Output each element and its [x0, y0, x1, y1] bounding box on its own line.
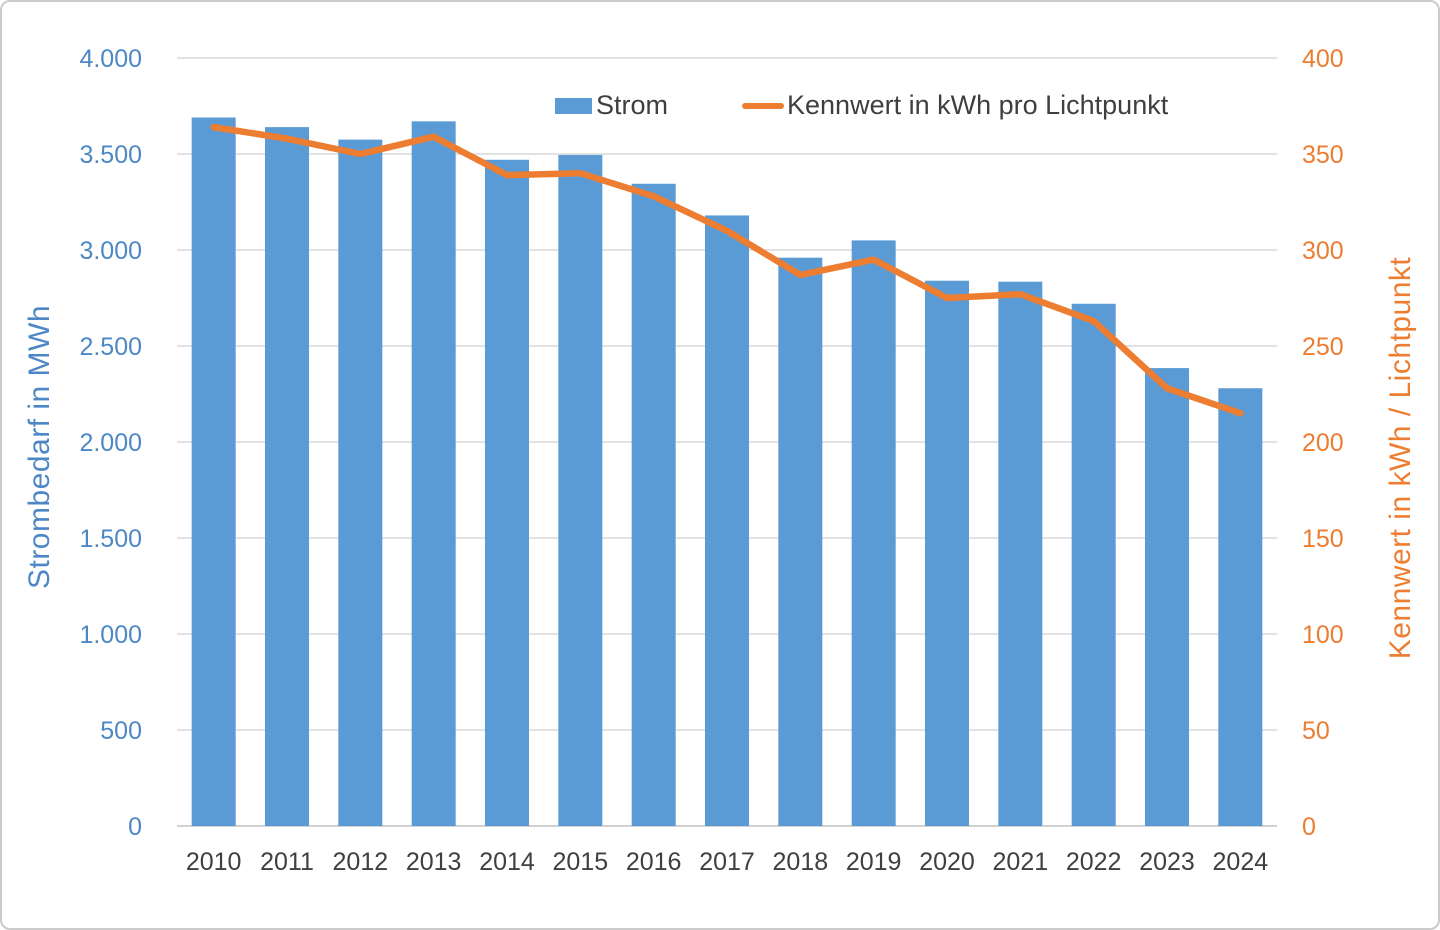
right-axis-title: Kennwert in kWh / Lichtpunkt	[1384, 256, 1417, 660]
right-axis-tick-label: 100	[1302, 621, 1344, 649]
x-axis-label-2014: 2014	[479, 848, 535, 876]
x-axis-label-2012: 2012	[333, 848, 389, 876]
bar-2017	[705, 215, 749, 826]
left-axis-tick-label: 4.000	[79, 45, 142, 73]
bar-2014	[485, 159, 529, 826]
bar-2010	[191, 117, 236, 826]
legend-bar-swatch-icon	[555, 97, 592, 114]
left-axis-tick-label: 2.000	[79, 429, 142, 457]
bar-2013	[411, 121, 456, 827]
right-axis-tick-label: 150	[1302, 525, 1344, 553]
legend-line-swatch-icon	[742, 102, 785, 109]
bar-2021	[998, 281, 1043, 826]
x-axis-label-2021: 2021	[993, 848, 1049, 876]
x-axis-label-2020: 2020	[919, 848, 975, 876]
right-axis-tick-label: 300	[1302, 237, 1344, 265]
legend-label: Strom	[596, 90, 669, 120]
right-axis-tick-label: 0	[1302, 813, 1316, 841]
kennwert-line	[210, 123, 1244, 417]
chart-legend: Strom Kennwert in kWh pro Lichtpunkt	[555, 90, 1168, 121]
left-axis-tick-label: 2.500	[79, 333, 142, 361]
left-axis-tick-label: 3.500	[79, 141, 142, 169]
x-axis-label-2011: 2011	[260, 848, 314, 876]
bar-2016	[631, 183, 676, 826]
legend-entry-bar: Strom	[555, 90, 668, 121]
right-axis-tick-label: 200	[1302, 429, 1344, 457]
x-axis-label-2017: 2017	[699, 848, 755, 876]
x-axis-label-2018: 2018	[773, 848, 829, 876]
left-axis-tick-label: 1.000	[79, 621, 142, 649]
x-axis-label-2015: 2015	[553, 848, 609, 876]
x-axis-label-2022: 2022	[1066, 848, 1122, 876]
bar-2020	[925, 280, 969, 827]
legend-label: Kennwert in kWh pro Lichtpunkt	[787, 90, 1169, 120]
right-axis-tick-label: 250	[1302, 333, 1344, 361]
right-axis-tick-label: 50	[1302, 717, 1330, 745]
left-axis-tick-label: 3.000	[79, 237, 142, 265]
x-axis-label-2013: 2013	[406, 848, 462, 876]
bar-2011	[265, 127, 309, 827]
bar-2019	[851, 240, 896, 826]
bar-2023	[1145, 368, 1189, 826]
right-axis-tick-label: 350	[1302, 141, 1344, 169]
x-axis-label-2023: 2023	[1139, 848, 1195, 876]
x-axis-label-2024: 2024	[1213, 848, 1269, 876]
left-axis-title: Strombedarf in MWh	[23, 304, 56, 590]
bar-2022	[1071, 303, 1116, 826]
left-axis-tick-label: 1.500	[79, 525, 142, 553]
x-axis-label-2019: 2019	[846, 848, 902, 876]
legend-entry-line: Kennwert in kWh pro Lichtpunkt	[742, 90, 1168, 121]
left-axis-tick-label: 500	[100, 717, 142, 745]
x-axis-label-2016: 2016	[626, 848, 682, 876]
x-axis-label-2010: 2010	[186, 848, 242, 876]
bar-2012	[338, 139, 383, 827]
bar-2024	[1218, 388, 1263, 826]
bar-2018	[778, 257, 823, 826]
right-axis-tick-label: 400	[1302, 45, 1344, 73]
left-axis-tick-label: 0	[128, 813, 142, 841]
bar-2015	[558, 154, 603, 826]
